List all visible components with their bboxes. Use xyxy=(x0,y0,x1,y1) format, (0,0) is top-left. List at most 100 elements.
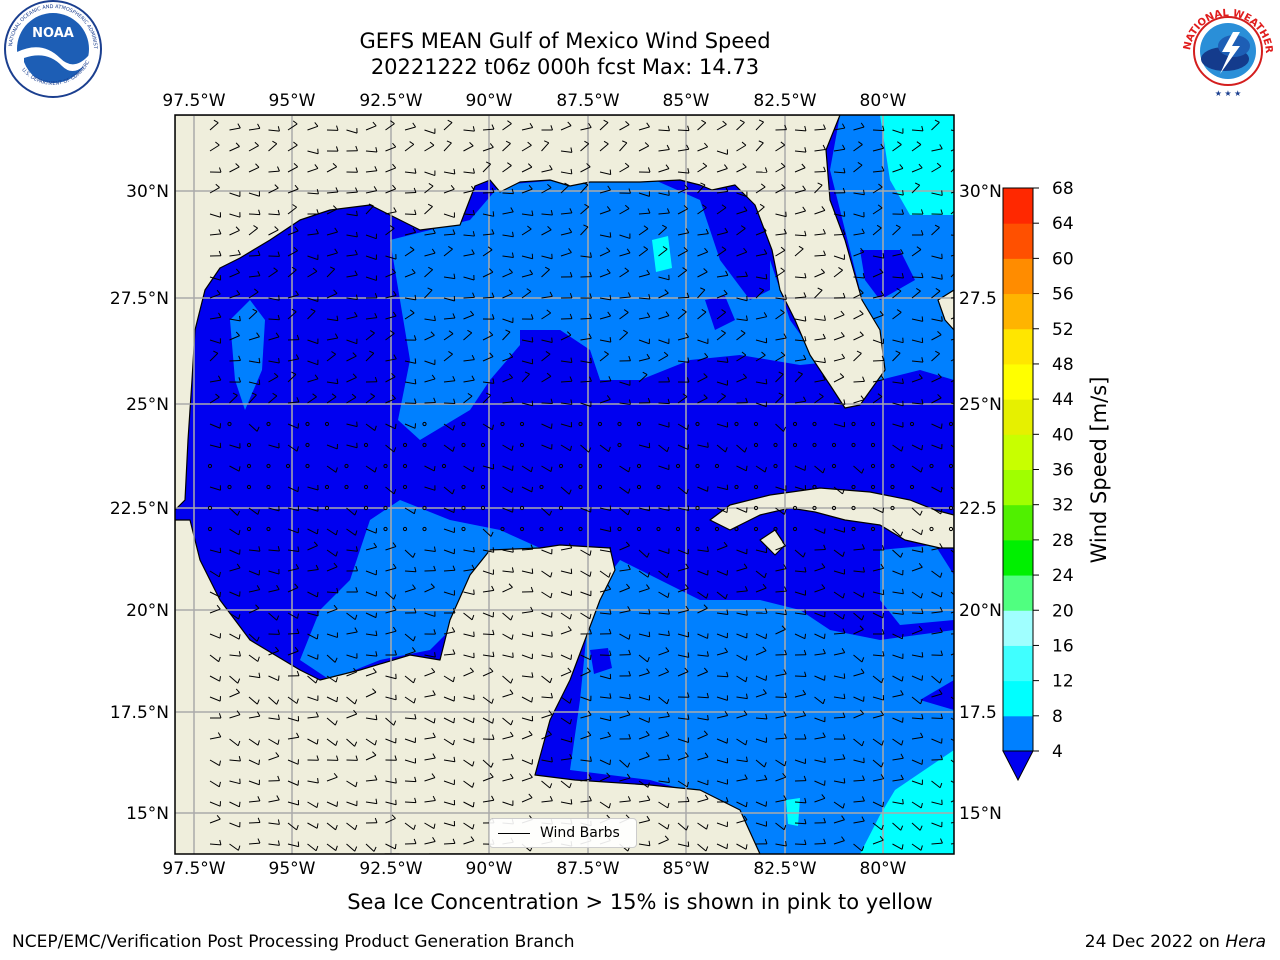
wind-barb xyxy=(833,549,844,557)
wind-barb-flag xyxy=(274,226,279,231)
wind-barb xyxy=(385,817,396,824)
wind-barb xyxy=(307,822,318,829)
wind-barb xyxy=(775,590,787,593)
wind-barb xyxy=(346,738,356,747)
wind-barb xyxy=(268,675,279,682)
wind-barb xyxy=(404,780,417,783)
wind-barb xyxy=(833,486,843,495)
wind-barb-flag xyxy=(784,649,787,655)
wind-barb xyxy=(697,207,707,215)
wind-barb-flag xyxy=(355,781,358,787)
wind-barb xyxy=(209,780,220,788)
wind-barb-flag xyxy=(235,142,240,147)
wind-barb-flag xyxy=(667,376,670,383)
calm-marker xyxy=(617,442,622,448)
wind-barb xyxy=(931,397,942,404)
wind-barb xyxy=(755,675,767,681)
wind-barb xyxy=(521,776,533,782)
wind-barb xyxy=(677,609,689,614)
wind-barb-flag xyxy=(721,246,727,251)
wind-barb xyxy=(424,586,435,593)
wind-barb-flag xyxy=(336,755,339,761)
wind-barb xyxy=(248,227,258,236)
wind-barb xyxy=(950,254,954,257)
wind-barb xyxy=(658,780,670,783)
wind-barb xyxy=(482,696,493,704)
wind-barb xyxy=(463,359,475,362)
wind-barb xyxy=(209,352,219,362)
wind-barb-flag xyxy=(642,371,648,376)
wind-barb-flag xyxy=(569,376,573,382)
wind-barb xyxy=(209,486,221,491)
wind-barb-flag xyxy=(764,608,768,614)
wind-barb-flag xyxy=(276,795,280,801)
wind-barb xyxy=(853,353,862,362)
wind-barb xyxy=(443,486,453,495)
wind-barb xyxy=(755,276,767,280)
wind-barb-flag xyxy=(236,710,241,716)
wind-barb xyxy=(950,738,954,742)
wind-barb xyxy=(521,373,530,383)
wind-barb-flag xyxy=(547,730,552,735)
calm-marker xyxy=(831,463,837,469)
wind-barb xyxy=(541,375,552,383)
wind-barb xyxy=(892,276,904,279)
wind-barb xyxy=(385,567,397,572)
wind-barb-flag xyxy=(530,606,534,612)
wind-barb xyxy=(853,232,865,236)
wind-barb-flag xyxy=(413,678,416,684)
calm-marker xyxy=(851,421,856,427)
wind-barb xyxy=(619,312,629,320)
wind-barb xyxy=(424,171,436,177)
wind-barb xyxy=(307,780,319,784)
wind-barb-flag xyxy=(862,567,865,573)
wind-barb-flag xyxy=(568,489,572,495)
wind-barb xyxy=(541,229,552,236)
wind-barb xyxy=(814,548,826,551)
wind-barb-flag xyxy=(236,290,241,295)
wind-barb-flag xyxy=(258,546,261,552)
wind-barb xyxy=(697,356,708,362)
calm-marker xyxy=(714,526,720,532)
wind-barb-flag xyxy=(856,350,862,354)
wind-barb-flag xyxy=(740,225,746,229)
wind-barb-flag xyxy=(822,375,826,381)
wind-barb xyxy=(619,381,631,386)
wind-barb xyxy=(833,127,845,131)
wind-barb xyxy=(541,444,552,450)
wind-barb-flag xyxy=(821,794,826,799)
wind-barb-flag xyxy=(549,291,553,297)
calm-marker xyxy=(461,505,466,511)
wind-barb-flag xyxy=(960,762,962,767)
wind-barb-flag xyxy=(959,595,961,600)
wind-barb xyxy=(365,691,377,698)
wind-barb-flag xyxy=(392,163,397,169)
wind-barb-flag xyxy=(817,287,823,291)
wind-barb xyxy=(365,276,377,281)
wind-barb-flag xyxy=(783,669,787,675)
wind-barb-flag xyxy=(510,753,514,759)
wind-barb xyxy=(755,465,766,473)
wind-barb xyxy=(872,567,884,572)
wind-barb-flag xyxy=(863,189,865,195)
wind-barb-flag xyxy=(375,714,378,720)
wind-barb xyxy=(580,759,592,762)
wind-barb-flag xyxy=(783,333,787,339)
wind-barb-flag xyxy=(821,584,826,589)
wind-barb-flag xyxy=(374,292,378,299)
wind-barb xyxy=(424,612,436,617)
wind-barb-flag xyxy=(315,678,319,684)
wind-barb xyxy=(443,317,456,320)
calm-marker xyxy=(753,484,759,490)
wind-barb-flag xyxy=(700,182,706,186)
wind-barb-flag xyxy=(627,292,631,298)
wind-barb xyxy=(287,374,297,383)
wind-barb xyxy=(326,465,337,473)
wind-barb xyxy=(424,717,435,724)
wind-barb xyxy=(911,591,922,599)
wind-barb-flag xyxy=(374,467,377,473)
wind-barb-flag xyxy=(470,836,475,841)
wind-barb xyxy=(268,507,280,512)
wind-barb xyxy=(404,822,415,830)
